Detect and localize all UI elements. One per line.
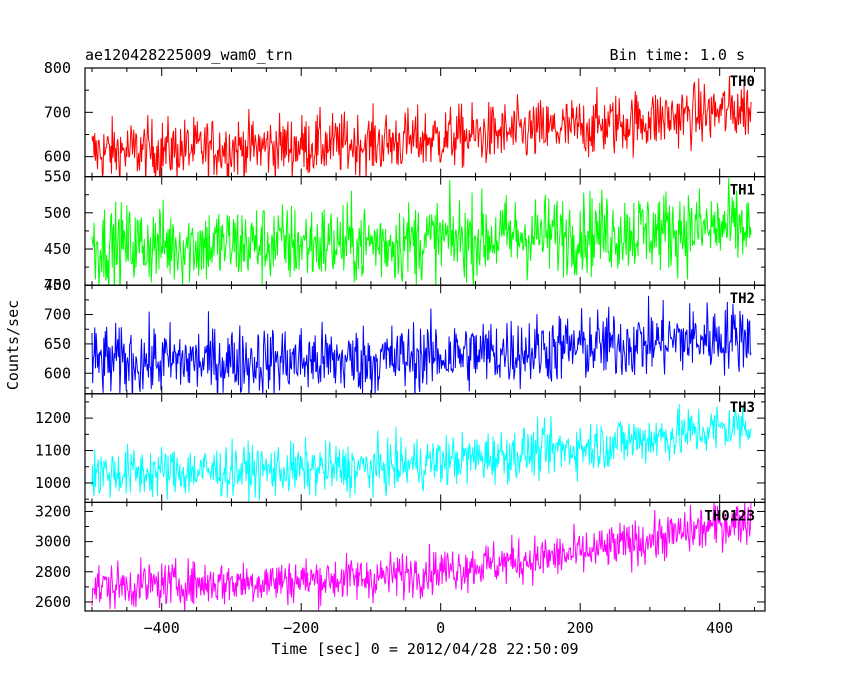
x-tick-label: 400 (706, 619, 733, 637)
series-line-th1 (91, 178, 752, 286)
y-tick-label: 600 (44, 364, 71, 382)
y-tick-label: 2600 (35, 593, 71, 611)
y-tick-label: 700 (44, 306, 71, 324)
x-tick-label: 0 (436, 619, 445, 637)
series-line-th3 (91, 403, 752, 503)
y-tick-label: 1000 (35, 474, 71, 492)
panel-frame-th3 (84, 393, 766, 503)
y-tick-label: 750 (44, 276, 71, 294)
channel-label-th0123: TH0123 (704, 508, 755, 524)
series-line-th0123 (91, 502, 752, 611)
y-tick-label: 800 (44, 59, 71, 77)
y-tick-label: 400 (44, 276, 71, 294)
y-tick-label: 450 (44, 240, 71, 258)
y-tick-label: 2800 (35, 563, 71, 581)
channel-label-th2: TH2 (730, 291, 755, 307)
y-tick-label: 1100 (35, 442, 71, 460)
channel-label-th3: TH3 (730, 400, 755, 416)
y-tick-label: 1200 (35, 409, 71, 427)
plot-title: ae120428225009_wam0_trn (85, 46, 293, 64)
bin-time-label: Bin time: 1.0 s (610, 46, 745, 64)
y-tick-label: 500 (44, 204, 71, 222)
channel-label-th1: TH1 (730, 183, 755, 199)
panels: 600 700 800 TH0 400 450 500 550 TH1 600 650 700 750 T… (35, 59, 766, 637)
x-tick-label: 200 (567, 619, 594, 637)
y-axis-label: Counts/sec (4, 300, 22, 390)
x-tick-label: −200 (283, 619, 319, 637)
y-tick-label: 550 (44, 168, 71, 186)
y-tick-label: 650 (44, 335, 71, 353)
channel-label-th0: TH0 (730, 74, 755, 90)
series-line-th0 (91, 75, 752, 177)
x-tick-label: −400 (144, 619, 180, 637)
series-line-th2 (91, 295, 752, 394)
y-tick-label: 700 (44, 103, 71, 121)
y-tick-label: 600 (44, 148, 71, 166)
x-axis-label: Time [sec] 0 = 2012/04/28 22:50:09 (271, 640, 578, 658)
y-tick-label: 3000 (35, 533, 71, 551)
y-tick-label: 3200 (35, 502, 71, 520)
